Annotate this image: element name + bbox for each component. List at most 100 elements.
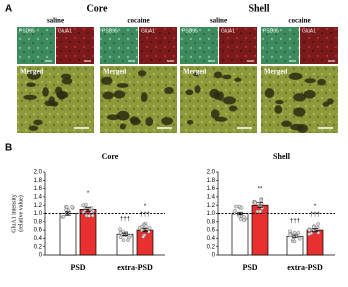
merged-label: Merged [103, 68, 126, 76]
point-marker [260, 206, 264, 210]
nucleus [116, 83, 129, 88]
x-tick-label: extra-PSD [287, 263, 323, 272]
channel-label: GluA1 [221, 28, 235, 34]
glua1-image [56, 27, 94, 64]
nucleus [61, 77, 73, 85]
nucleus [264, 88, 275, 99]
point-marker [316, 222, 320, 226]
y-tick-label: 0.4 [34, 236, 43, 242]
nucleus [145, 117, 154, 127]
point-marker [87, 214, 91, 218]
y-tick-label: 2.0 [207, 170, 216, 176]
point-marker [234, 204, 238, 209]
nucleus [274, 105, 283, 114]
point-marker [121, 238, 126, 242]
channel-label: PSD95 [102, 28, 118, 34]
y-tick-label: 1.6 [207, 186, 216, 192]
nucleus [185, 89, 194, 96]
point-marker [233, 208, 237, 213]
point-marker [288, 233, 293, 237]
nucleus [56, 90, 69, 99]
psd95-image [180, 27, 218, 64]
y-tick-label: 0.8 [207, 219, 216, 225]
point-marker [140, 228, 144, 233]
point-marker [84, 202, 88, 207]
nucleus [288, 72, 303, 80]
panel-label: A [5, 4, 12, 15]
significance-label: * [87, 191, 90, 197]
point-marker [144, 224, 148, 228]
panel-a: A Core saline PSD95 GluA1 Merged cocaine PSD95 G… [5, 3, 338, 133]
nucleus [186, 120, 194, 125]
nucleus [119, 123, 126, 130]
point-marker [118, 227, 122, 232]
nucleus [100, 76, 113, 85]
merged-label: Merged [20, 68, 43, 76]
channel-label: PSD95 [182, 28, 198, 34]
point-marker [297, 236, 302, 241]
nucleus [161, 117, 174, 125]
nucleus [275, 100, 284, 105]
nucleus [213, 71, 223, 79]
point-marker [253, 201, 257, 205]
point-marker [239, 217, 243, 222]
psd95-image [261, 27, 299, 64]
y-tick-label: 1.2 [207, 203, 216, 209]
condition-label: saline [47, 17, 64, 25]
nucleus [26, 82, 36, 88]
point-marker [307, 228, 312, 232]
nucleus [140, 92, 148, 103]
y-tick-label: 0.6 [207, 228, 216, 234]
point-marker [90, 213, 95, 218]
significance-label: ††† [290, 219, 300, 225]
psd95-image [17, 27, 55, 64]
point-marker [61, 214, 66, 219]
point-marker [147, 226, 152, 230]
point-marker [70, 205, 75, 209]
nucleus [281, 120, 292, 127]
nucleus [28, 125, 39, 131]
condition-label: saline [210, 17, 227, 25]
merged-label: Merged [264, 68, 287, 76]
glua1-image [219, 27, 257, 64]
y-tick-label: 0 [212, 253, 216, 259]
nucleus [116, 110, 130, 121]
y-tick-label: 1.8 [34, 178, 43, 184]
x-tick-label: PSD [242, 263, 257, 272]
condition-label: cocaine [288, 17, 310, 25]
nucleus [293, 107, 306, 117]
y-tick-label: 1.8 [207, 178, 216, 184]
nucleus [44, 100, 56, 107]
panel-label: B [5, 143, 12, 154]
nucleus [327, 98, 334, 105]
channel-label: PSD95 [263, 28, 279, 34]
y-tick-label: 2.0 [34, 170, 43, 176]
channel-label: GluA1 [302, 28, 316, 34]
condition-label: cocaine [127, 17, 149, 25]
nucleus [23, 94, 37, 100]
point-marker [307, 232, 312, 236]
x-tick-label: extra-PSD [117, 263, 153, 272]
point-marker [126, 238, 130, 242]
error-bar [122, 232, 128, 236]
nucleus [296, 123, 309, 133]
nucleus [322, 101, 330, 107]
nucleus [113, 90, 126, 99]
y-axis-label: (relative value) [17, 195, 24, 231]
point-marker [239, 206, 244, 210]
nucleus [192, 72, 200, 77]
merged-label: Merged [183, 68, 206, 76]
point-marker [292, 239, 297, 244]
error-bar [257, 202, 263, 209]
nucleus [27, 69, 41, 80]
panel-b: B Core GluA1 intensity (relative value) 0 0.2… [5, 143, 335, 272]
y-tick-label: 1.0 [207, 211, 216, 217]
significance-label: ** [258, 186, 263, 192]
y-tick-label: 0.2 [207, 244, 216, 250]
nucleus [102, 91, 114, 100]
y-tick-label: 1.0 [34, 211, 43, 217]
bar [59, 213, 77, 256]
nucleus [106, 114, 120, 121]
nucleus [137, 70, 147, 77]
